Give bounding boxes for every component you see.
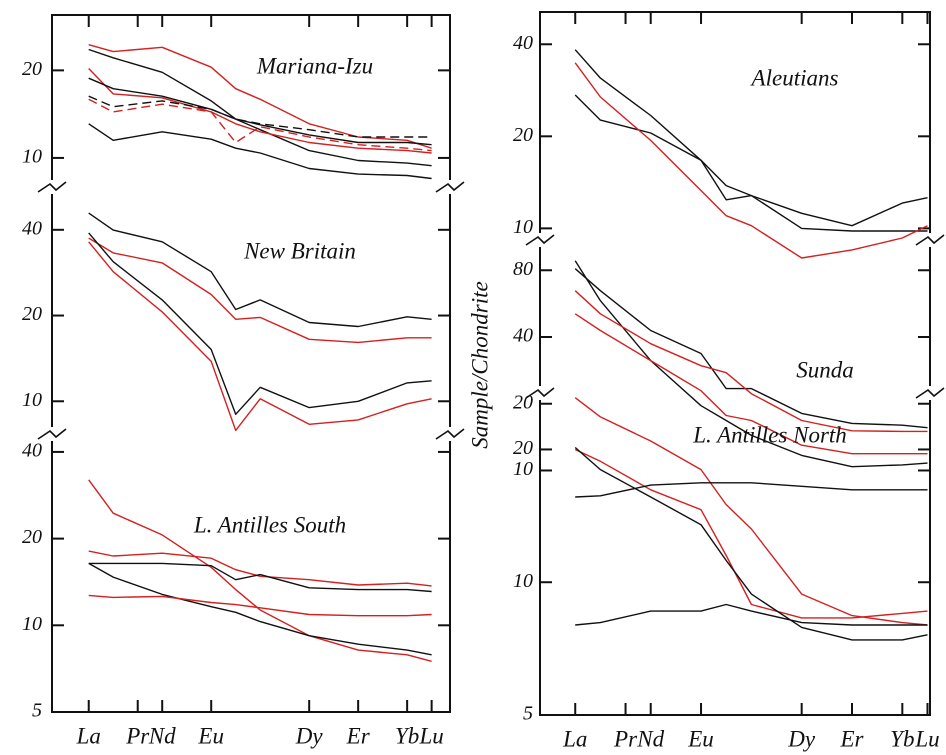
- y-tick-label: 20: [22, 58, 42, 80]
- series-line: [575, 603, 928, 626]
- x-tick-label: Dy: [787, 726, 816, 751]
- x-tick-label: La: [562, 726, 587, 751]
- series-line: [88, 241, 432, 432]
- y-tick-label: 20: [513, 437, 533, 459]
- series-line: [574, 62, 928, 259]
- y-tick-label: 10: [22, 613, 42, 635]
- y-tick-label: 10: [513, 216, 533, 238]
- series-line: [88, 562, 432, 656]
- series-line: [88, 232, 432, 415]
- series-line: [88, 212, 432, 328]
- x-tick-label: Eu: [197, 723, 224, 748]
- series-line: [88, 479, 432, 662]
- y-tick-label: 5: [523, 703, 533, 725]
- series-line: [574, 260, 928, 468]
- series-line: [574, 313, 928, 455]
- panel-title: Mariana-Izu: [256, 53, 373, 78]
- y-tick-label: 10: [513, 570, 533, 592]
- y-tick-label: 20: [22, 526, 42, 548]
- series-line: [88, 550, 432, 587]
- y-tick-label: 5: [32, 700, 42, 722]
- y-tick-label: 20: [22, 303, 42, 325]
- series-line: [88, 123, 432, 180]
- right-frame: [539, 11, 931, 716]
- series-line: [574, 290, 928, 433]
- series-line: [88, 594, 432, 617]
- panel-title: L. Antilles North: [692, 422, 847, 447]
- series-line: [88, 95, 432, 138]
- x-tick-label: Lu: [418, 723, 443, 748]
- series-line: [574, 397, 928, 626]
- x-tick-label: Nd: [636, 726, 664, 751]
- panel-title: L. Antilles South: [193, 512, 346, 537]
- x-tick-label: La: [76, 723, 101, 748]
- panel-title: Aleutians: [750, 65, 839, 90]
- y-axis-label: Sample/Chondrite: [467, 281, 492, 448]
- series-line: [574, 268, 928, 429]
- x-tick-label: Er: [346, 723, 371, 748]
- series-line: [88, 44, 432, 149]
- y-tick-label: 40: [22, 217, 42, 239]
- x-tick-label: Pr: [125, 723, 150, 748]
- series-line: [574, 94, 928, 232]
- y-tick-label: 10: [22, 389, 42, 411]
- axis-breaks: [37, 180, 945, 441]
- x-tick-label: Eu: [687, 726, 714, 751]
- series-line: [575, 482, 928, 498]
- y-tick-label: 20: [513, 124, 533, 146]
- x-tick-label: Lu: [914, 726, 939, 751]
- series-line: [574, 49, 928, 227]
- x-tick-label: Nd: [148, 723, 176, 748]
- series-line: [88, 237, 432, 344]
- y-tick-label: 40: [22, 440, 42, 462]
- y-tick-label: 10: [22, 146, 42, 168]
- y-tick-label: 20: [513, 391, 533, 413]
- series-line: [88, 48, 432, 167]
- y-tick-label: 80: [513, 258, 533, 280]
- y-tick-label: 40: [513, 32, 533, 54]
- series-line: [574, 448, 928, 619]
- y-tick-label: 40: [513, 325, 533, 347]
- x-tick-label: Dy: [295, 723, 324, 748]
- x-tick-label: Pr: [613, 726, 638, 751]
- series-line: [88, 68, 432, 154]
- panel-title: New Britain: [243, 238, 356, 263]
- series-line: [574, 446, 928, 641]
- y-tick-label: 10: [513, 458, 533, 480]
- series-line: [88, 77, 432, 146]
- x-tick-label: Yb: [395, 723, 419, 748]
- series-line: [88, 562, 432, 593]
- left-frame: [51, 14, 451, 713]
- x-tick-label: Er: [840, 726, 865, 751]
- panel-title: Sunda: [796, 357, 854, 382]
- x-tick-label: Yb: [890, 726, 914, 751]
